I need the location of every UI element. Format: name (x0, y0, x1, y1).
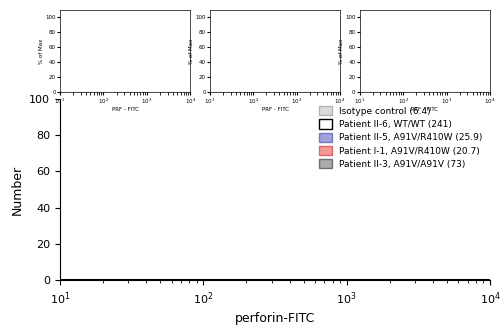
Y-axis label: Number: Number (10, 165, 24, 215)
Y-axis label: % of Max: % of Max (39, 38, 44, 64)
X-axis label: PRF - FITC: PRF - FITC (262, 107, 288, 112)
Y-axis label: % of Max: % of Max (338, 38, 344, 64)
Y-axis label: % of Max: % of Max (189, 38, 194, 64)
Legend: Isotype control (6.4), Patient II-6, WT/WT (241), Patient II-5, A91V/R410W (25.9: Isotype control (6.4), Patient II-6, WT/… (316, 103, 486, 171)
X-axis label: perforin-FITC: perforin-FITC (235, 312, 315, 325)
X-axis label: PRF - FITC: PRF - FITC (412, 107, 438, 112)
X-axis label: PRF - FITC: PRF - FITC (112, 107, 138, 112)
